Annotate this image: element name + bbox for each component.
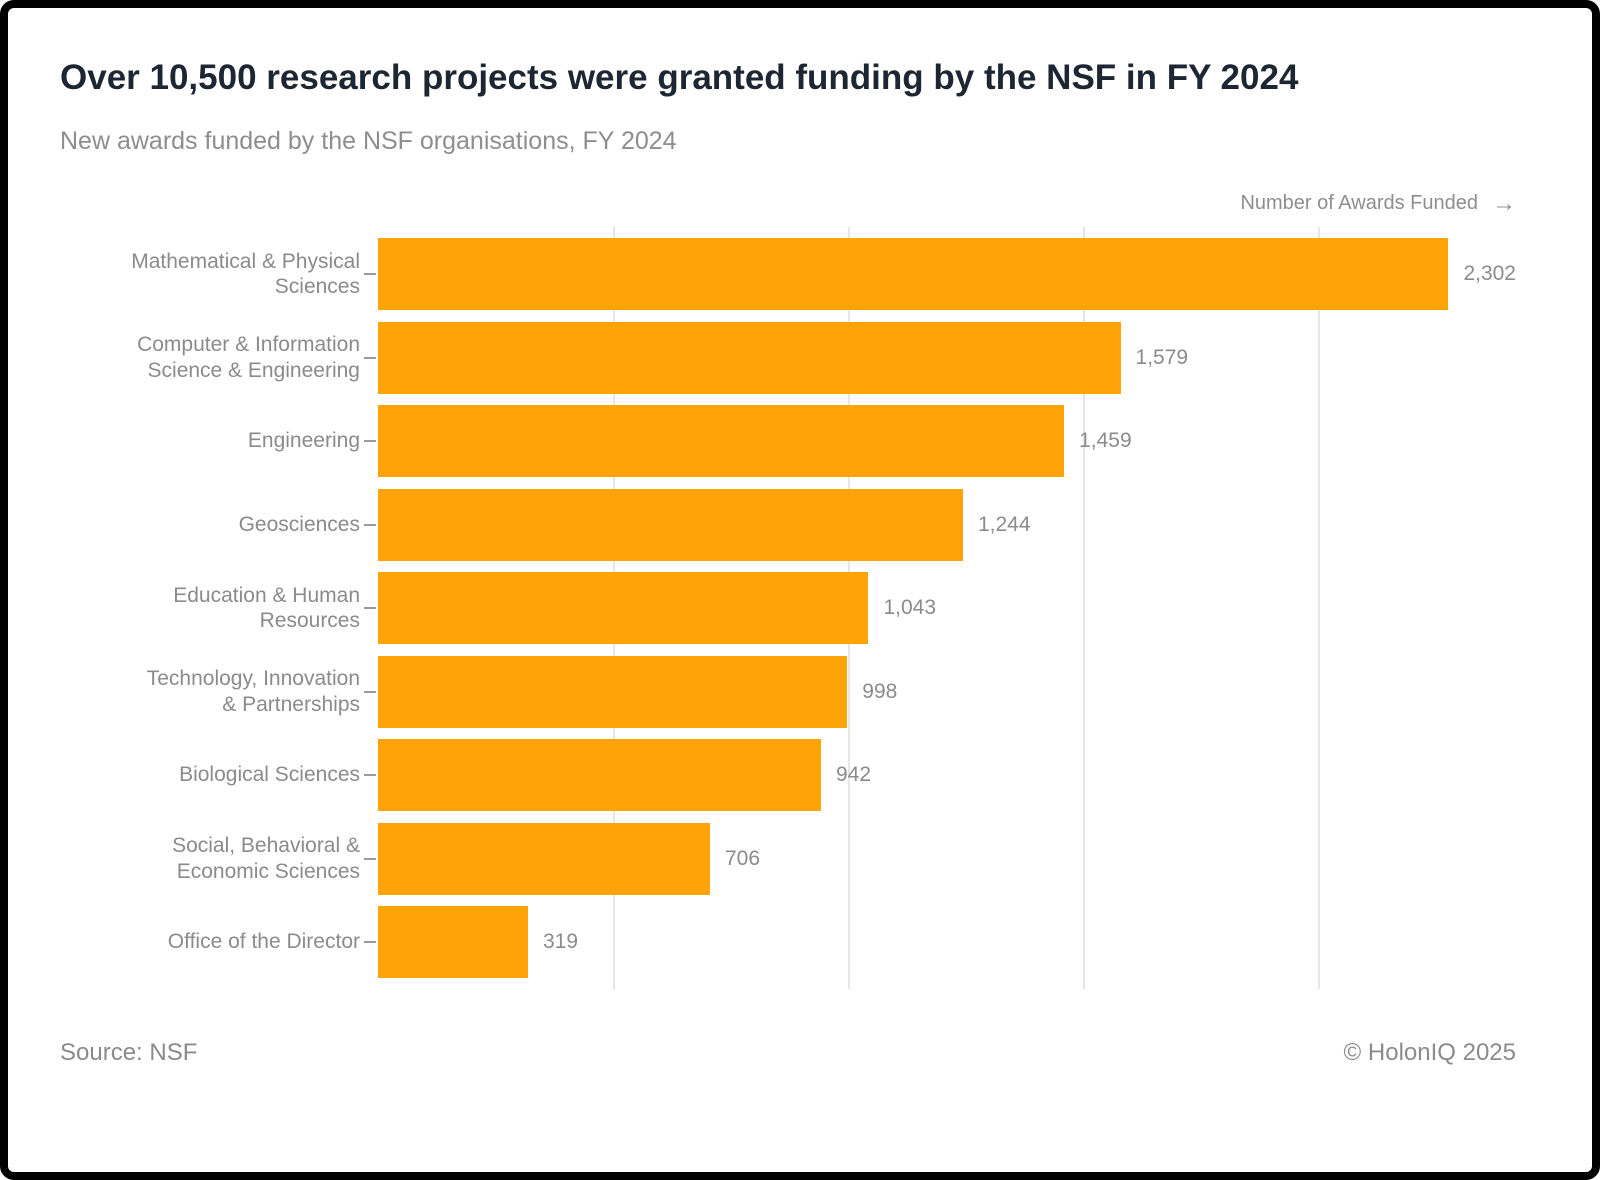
bar — [378, 822, 710, 895]
right-arrow-icon: → — [1492, 189, 1516, 217]
category-label: Education & Human Resources — [173, 583, 360, 633]
bar-track: 1,459 — [378, 405, 1516, 478]
copyright-text: © HolonIQ 2025 — [1343, 1039, 1516, 1067]
chart-row: Biological Sciences 942 — [60, 739, 1516, 812]
tick-cell — [360, 489, 378, 561]
bar-track: 706 — [378, 822, 1516, 895]
chart-row: Geosciences 1,244 — [60, 488, 1516, 561]
bar-track: 998 — [378, 655, 1516, 728]
bar — [378, 405, 1065, 478]
bar — [378, 739, 821, 812]
footer: Source: NSF © HolonIQ 2025 — [60, 1039, 1516, 1067]
tick-cell — [360, 238, 378, 310]
value-label: 319 — [543, 930, 579, 954]
x-axis-title: Number of Awards Funded — [1240, 192, 1478, 215]
tick-mark — [364, 857, 376, 860]
category-label: Computer & Information Science & Enginee… — [137, 333, 360, 382]
chart-row: Social, Behavioral & Economic Sciences 70… — [60, 822, 1516, 895]
gridline — [1083, 227, 1086, 990]
tick-mark — [364, 440, 376, 443]
value-label: 942 — [835, 763, 872, 787]
bar — [378, 321, 1121, 394]
value-label: 998 — [862, 679, 898, 703]
tick-cell — [360, 322, 378, 394]
tick-mark — [364, 356, 376, 359]
value-label: 706 — [724, 846, 761, 870]
chart-title: Over 10,500 research projects were grant… — [60, 58, 1299, 97]
tick-mark — [364, 607, 376, 610]
tick-mark — [364, 941, 376, 944]
category-label: Technology, Innovation & Partnerships — [146, 667, 360, 716]
tick-mark — [364, 273, 376, 276]
bar-track: 2,302 — [378, 238, 1516, 311]
gridline — [1318, 227, 1321, 990]
tick-cell — [360, 405, 378, 477]
bar-chart: Mathematical & Physical Sciences 2,302 Com… — [60, 227, 1516, 990]
chart-row: Computer & Information Science & Enginee… — [60, 321, 1516, 394]
bar — [378, 655, 848, 728]
tick-mark — [364, 774, 376, 777]
chart-row: Engineering 1,459 — [60, 405, 1516, 478]
tick-mark — [364, 690, 376, 693]
category-label: Biological Sciences — [179, 763, 360, 787]
chart-row: Education & Human Resources 1,043 — [60, 572, 1516, 645]
tick-cell — [360, 656, 378, 728]
chart-row: Office of the Director 319 — [60, 906, 1516, 979]
bar — [378, 238, 1449, 311]
tick-cell — [360, 739, 378, 811]
bar-track: 942 — [378, 739, 1516, 812]
bar-rows: Mathematical & Physical Sciences 2,302 Com… — [60, 227, 1516, 989]
value-label: 1,244 — [977, 512, 1031, 536]
category-label: Geosciences — [238, 512, 360, 536]
bar-track: 1,244 — [378, 488, 1516, 561]
source-text: Source: NSF — [60, 1039, 198, 1067]
bar-track: 1,043 — [378, 572, 1516, 645]
category-label: Engineering — [247, 429, 360, 453]
bar-track: 319 — [378, 906, 1516, 979]
bar — [378, 572, 869, 645]
bar — [378, 906, 528, 979]
tick-mark — [364, 523, 376, 526]
chart-row: Mathematical & Physical Sciences 2,302 — [60, 238, 1516, 311]
tick-cell — [360, 906, 378, 978]
value-label: 1,043 — [883, 596, 937, 620]
bar-track: 1,579 — [378, 321, 1516, 394]
value-label: 2,302 — [1463, 262, 1516, 286]
tick-cell — [360, 823, 378, 895]
chart-subtitle: New awards funded by the NSF organisatio… — [60, 127, 677, 156]
tick-cell — [360, 572, 378, 644]
category-label: Social, Behavioral & Economic Sciences — [172, 834, 360, 883]
value-label: 1,579 — [1135, 345, 1189, 369]
category-label: Office of the Director — [167, 930, 360, 954]
x-axis-title-row: Number of Awards Funded → — [60, 189, 1516, 217]
value-label: 1,459 — [1079, 429, 1132, 453]
chart-row: Technology, Innovation & Partnerships 998 — [60, 655, 1516, 728]
category-label: Mathematical & Physical Sciences — [131, 249, 360, 299]
bar — [378, 488, 963, 561]
